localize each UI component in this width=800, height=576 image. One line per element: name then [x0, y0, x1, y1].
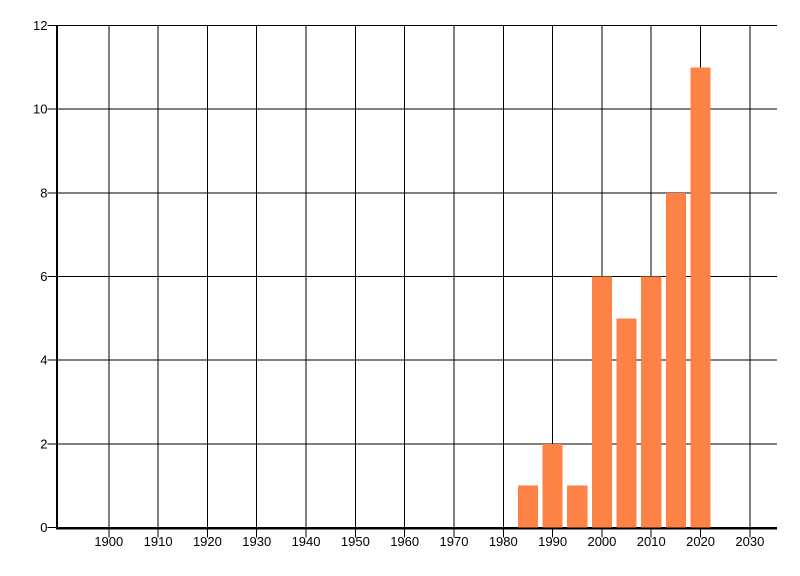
x-tick-label: 1980 — [489, 534, 518, 549]
bar — [616, 318, 637, 528]
bar — [665, 192, 687, 528]
bar — [591, 276, 613, 528]
x-tick-label: 1940 — [292, 534, 321, 549]
x-tick-label: 1920 — [193, 534, 222, 549]
y-tick-label: 8 — [40, 185, 47, 200]
x-tick-label: 2020 — [686, 534, 715, 549]
x-tick-label: 1950 — [341, 534, 370, 549]
x-tick-label: 2030 — [735, 534, 764, 549]
y-tick-label: 6 — [40, 269, 47, 284]
x-tick-label: 1970 — [440, 534, 469, 549]
x-tick-label: 1930 — [242, 534, 271, 549]
bar — [542, 443, 563, 528]
x-tick-label: 1910 — [144, 534, 173, 549]
x-tick-label: 2010 — [637, 534, 666, 549]
x-tick-label: 1960 — [390, 534, 419, 549]
bar — [690, 67, 711, 528]
y-tick-label: 4 — [40, 353, 47, 368]
x-tick-label: 1900 — [94, 534, 123, 549]
bar — [517, 485, 539, 528]
x-tick-label: 1990 — [538, 534, 567, 549]
x-tick-label: 2000 — [587, 534, 616, 549]
bar — [641, 276, 662, 528]
y-tick-label: 12 — [33, 18, 47, 33]
y-tick-label: 10 — [33, 102, 47, 117]
y-tick-label: 0 — [40, 520, 47, 535]
bar — [567, 485, 588, 528]
y-tick-label: 2 — [40, 436, 47, 451]
